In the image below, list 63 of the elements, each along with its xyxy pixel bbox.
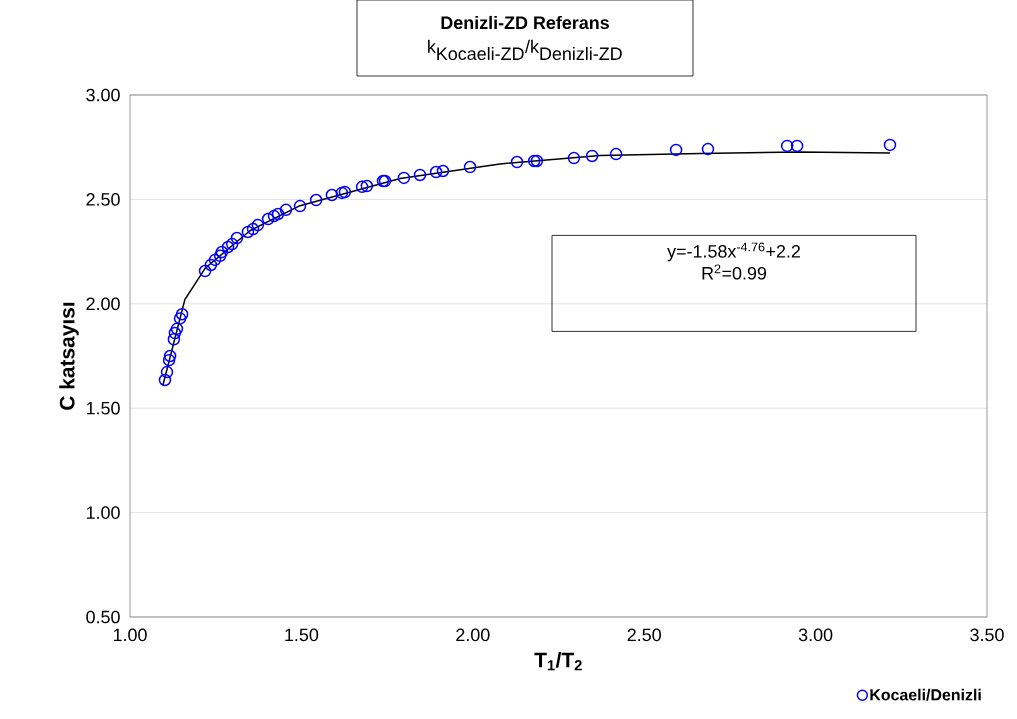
point [162,353,176,367]
y-tick-label: 3.00 [86,88,120,102]
x-axis-title: T$_{1}$/T$_{2}$ [534,652,582,671]
point [246,222,260,236]
point [204,258,218,272]
point [510,155,524,169]
point [168,326,182,340]
y-tick-label: 2.50 [86,193,120,206]
point [158,373,172,387]
point [163,349,177,363]
point [160,365,174,379]
annotation: R$^{2}$=0.99 [702,264,767,280]
x-tick-label: 2.50 [627,628,661,642]
point [701,142,715,156]
point [241,225,255,239]
point [173,312,187,325]
point [213,249,227,263]
legend-label: Kocaeli/Denizli [870,688,981,701]
y-tick-label: 1.00 [86,506,120,519]
point [251,218,265,232]
point [170,322,184,336]
point [355,180,369,194]
point [429,165,443,179]
point [883,138,897,152]
point [175,307,189,321]
point [225,237,239,251]
point [293,199,307,213]
x-tick-label: 1.00 [113,628,147,642]
point [215,245,229,259]
y-axis-title: C katsayısı [59,302,79,410]
point [279,203,293,217]
annotation: y=-1.58x$^{-4.76}$+2.2 [667,242,801,262]
point [436,164,450,178]
point [585,149,599,163]
x-tick-label: 2.00 [456,628,490,642]
y-tick-label: 1.50 [86,401,120,415]
x-tick-label: 3.00 [798,628,833,642]
point [790,139,804,153]
point [360,179,374,193]
point [167,333,181,346]
point [208,253,222,267]
y-tick-label: 2.00 [86,297,120,311]
point [309,193,323,207]
x-tick-label: 3.50 [970,628,1004,642]
point [325,188,339,202]
point [463,160,477,174]
chart-subtitle: $\mbox{k}_{\mbox{Kocaeli-ZD}}\mbox{/k}_{\mbox{Denizli-ZD}}$ [428,39,622,61]
point [230,231,244,245]
point [267,209,281,223]
y-tick-label: 0.50 [86,610,120,624]
point [780,139,794,153]
point [397,171,411,185]
point [609,147,623,161]
point [669,143,683,157]
point [261,212,275,226]
point [567,151,581,165]
chart-title: Denizli-ZD Referans [441,15,609,30]
x-tick-label: 1.50 [285,628,319,642]
line-series [162,151,891,386]
point [221,240,235,254]
point [413,168,427,182]
point [271,207,285,221]
point [198,264,212,278]
